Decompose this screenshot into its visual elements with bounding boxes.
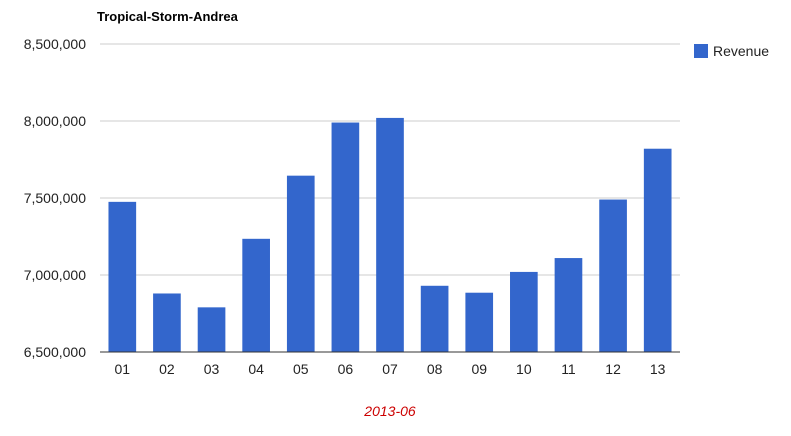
x-tick-label: 11 [561, 361, 576, 377]
bar-05[interactable] [286, 175, 315, 352]
bar-06[interactable] [331, 122, 360, 352]
bar-04[interactable] [242, 238, 270, 352]
bar-13[interactable] [643, 148, 672, 352]
x-tick-label: 04 [248, 361, 264, 377]
y-tick-label: 8,000,000 [24, 113, 86, 129]
bar-09[interactable] [465, 292, 494, 352]
legend-swatch-revenue [694, 44, 708, 58]
x-tick-label: 05 [293, 361, 309, 377]
y-tick-label: 8,500,000 [24, 36, 86, 52]
x-tick-label: 08 [427, 361, 443, 377]
bar-02[interactable] [153, 293, 181, 352]
x-tick-label: 07 [382, 361, 398, 377]
x-axis-tick-labels: 01 02 03 04 05 06 07 08 09 10 11 12 13 [115, 361, 666, 377]
x-tick-label: 10 [516, 361, 532, 377]
x-axis-title: 2013-06 [363, 403, 416, 419]
bar-07[interactable] [376, 117, 404, 352]
chart-title: Tropical-Storm-Andrea [97, 9, 239, 24]
y-axis-tick-labels: 6,500,000 7,000,000 7,500,000 8,000,000 8,50… [24, 36, 86, 360]
bar-08[interactable] [420, 285, 449, 352]
x-tick-label: 13 [650, 361, 666, 377]
x-tick-label: 03 [204, 361, 220, 377]
bar-12[interactable] [599, 199, 627, 352]
bar-11[interactable] [554, 258, 583, 352]
y-tick-label: 7,500,000 [24, 190, 86, 206]
legend-label-revenue: Revenue [713, 43, 769, 59]
y-tick-label: 7,000,000 [24, 267, 86, 283]
bar-03[interactable] [197, 307, 226, 352]
x-tick-label: 12 [605, 361, 621, 377]
legend[interactable]: Revenue [694, 43, 769, 59]
bar-10[interactable] [510, 271, 538, 352]
x-tick-label: 06 [338, 361, 354, 377]
y-tick-label: 6,500,000 [24, 344, 86, 360]
x-tick-label: 01 [115, 361, 131, 377]
bars [108, 117, 672, 352]
x-tick-label: 02 [159, 361, 175, 377]
bar-01[interactable] [108, 201, 137, 352]
x-tick-label: 09 [471, 361, 487, 377]
